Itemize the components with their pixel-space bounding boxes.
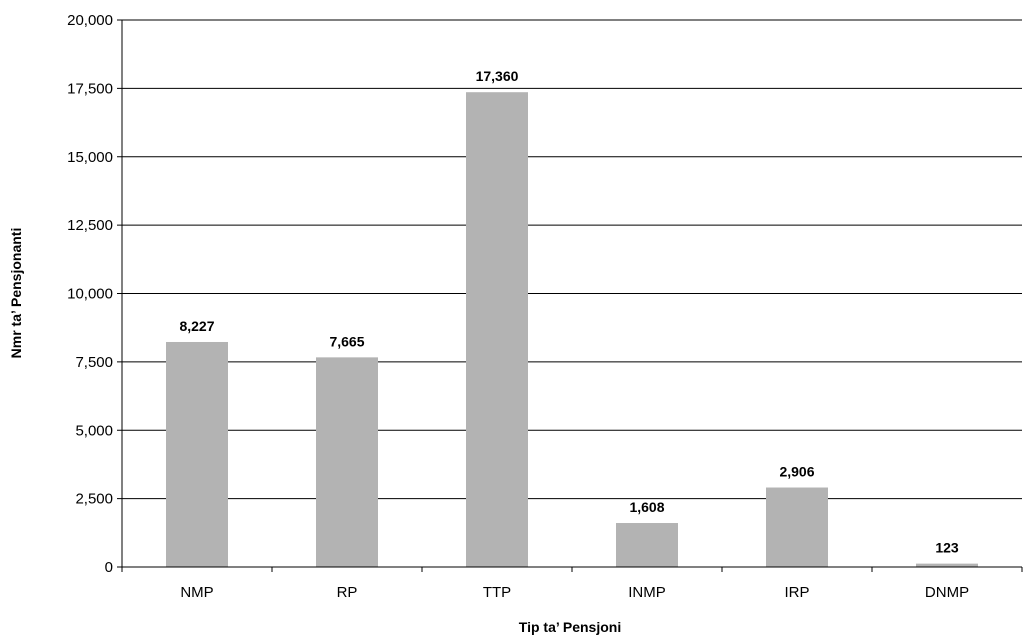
y-tick-label: 20,000 [67,12,113,29]
bar-inmp [616,523,678,567]
y-tick-label: 15,000 [67,149,113,166]
bar-irp [766,487,828,567]
y-tick-label: 17,500 [67,80,113,97]
data-label: 1,608 [629,499,664,515]
y-axis-title: Nmr ta’ Pensjonanti [8,228,24,359]
data-labels: 8,227 7,665 17,360 1,608 2,906 123 [179,68,958,555]
y-tick-label: 7,500 [75,354,113,371]
y-tick-label: 10,000 [67,286,113,303]
bar-nmp [166,341,228,567]
y-tick-label: 12,500 [67,217,113,234]
data-label: 8,227 [179,318,214,334]
axes [117,19,1023,572]
data-label: 17,360 [476,68,519,84]
bar-ttp [466,92,528,567]
x-tick-label: RP [337,584,358,601]
x-tick-label: DNMP [925,584,969,601]
bar-dnmp [916,563,978,567]
data-label: 2,906 [779,464,814,480]
gridlines [122,19,1022,500]
bars [166,92,978,567]
x-tick-label: INMP [628,584,666,601]
x-tick-labels: NMP RP TTP INMP IRP DNMP [180,584,969,601]
data-label: 7,665 [329,333,364,349]
x-tick-label: IRP [784,584,809,601]
x-tick-label: NMP [180,584,213,601]
data-label: 123 [935,540,959,556]
x-axis-title: Tip ta’ Pensjoni [519,619,621,635]
y-tick-label: 5,000 [75,422,113,439]
x-tick-label: TTP [483,584,511,601]
y-tick-label: 2,500 [75,491,113,508]
bar-rp [316,357,378,567]
y-tick-labels: 0 2,500 5,000 7,500 10,000 12,500 15,000 17,500… [67,12,113,576]
y-tick-label: 0 [105,559,113,576]
